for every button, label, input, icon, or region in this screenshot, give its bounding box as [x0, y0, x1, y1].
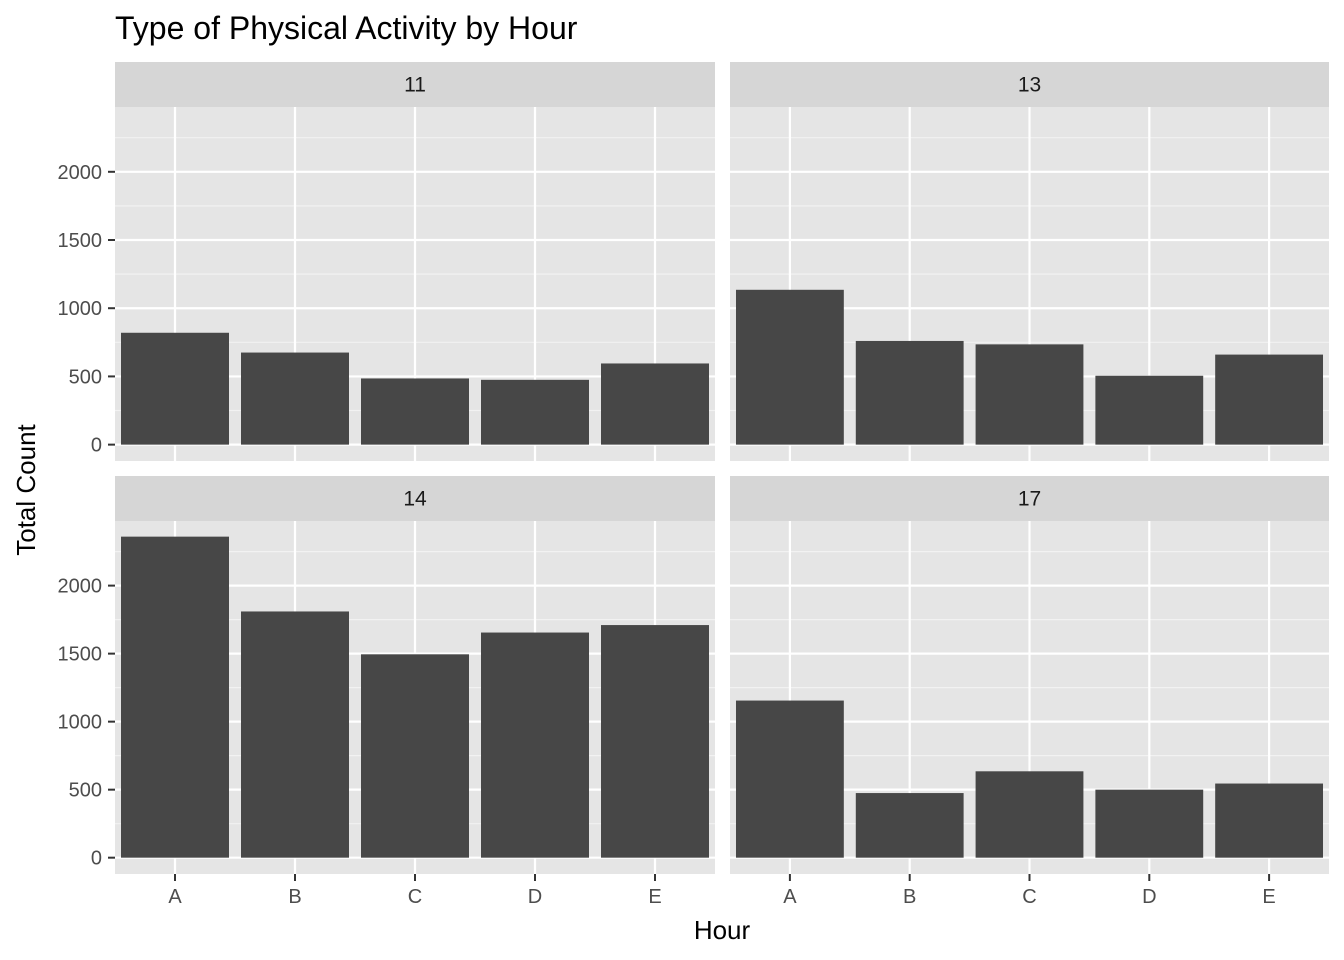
- bar-11-C: [361, 378, 469, 445]
- bar-13-C: [975, 344, 1084, 445]
- facet-strip: [730, 476, 1329, 521]
- bar-17-C: [975, 771, 1084, 858]
- bar-14-D: [481, 632, 589, 858]
- facet-strip: [730, 62, 1329, 107]
- x-tick-label: B: [288, 886, 301, 908]
- y-tick-label: 0: [91, 848, 102, 870]
- facet-panel-14: 14 0 500 1000 1500 2000 A B C D E: [58, 476, 715, 908]
- bar-17-D: [1095, 789, 1204, 858]
- chart-title: Type of Physical Activity by Hour: [115, 10, 578, 46]
- bar-11-D: [481, 379, 589, 445]
- facet-strip: [115, 62, 715, 107]
- y-tick-label: 0: [91, 435, 102, 457]
- facet-strip-label: 14: [403, 488, 427, 511]
- bar-14-E: [601, 625, 709, 858]
- y-tick-label: 1000: [58, 298, 103, 320]
- facet-strip-label: 17: [1018, 488, 1041, 511]
- bar-17-E: [1215, 783, 1324, 858]
- y-tick-label: 1000: [58, 712, 103, 734]
- bar-13-E: [1215, 354, 1324, 445]
- x-tick-label: C: [408, 886, 422, 908]
- bar-17-A: [735, 700, 844, 858]
- bar-14-C: [361, 654, 469, 858]
- x-tick-label: E: [1262, 886, 1275, 908]
- bar-14-A: [121, 536, 229, 858]
- bar-11-A: [121, 332, 229, 445]
- facet-grid: 11 0 500 1000 1500 2000 13 14 0 500 1000 1500 2000 A B…: [58, 62, 1329, 908]
- x-tick-label: E: [648, 886, 661, 908]
- bar-13-A: [735, 289, 844, 445]
- bar-11-E: [601, 363, 709, 445]
- x-tick-label: A: [168, 886, 182, 908]
- y-tick-label: 1500: [58, 644, 103, 666]
- facet-panel-17: 17 A B C D E: [730, 476, 1329, 908]
- x-tick-label: B: [903, 886, 916, 908]
- facet-strip: [115, 476, 715, 521]
- y-tick-label: 500: [69, 780, 102, 802]
- bar-13-D: [1095, 375, 1204, 445]
- bar-17-B: [855, 793, 964, 858]
- x-tick-label: C: [1022, 886, 1036, 908]
- facet-strip-label: 11: [404, 74, 426, 97]
- bar-13-B: [855, 340, 964, 445]
- facet-panel-11: 11 0 500 1000 1500 2000: [58, 62, 715, 461]
- x-axis-title: Hour: [694, 915, 751, 945]
- bar-14-B: [241, 611, 349, 858]
- y-tick-label: 1500: [58, 230, 103, 252]
- y-axis-title: Total Count: [11, 423, 41, 555]
- facet-panel-13: 13: [730, 62, 1329, 461]
- facet-strip-label: 13: [1018, 74, 1041, 97]
- x-tick-label: D: [1142, 886, 1156, 908]
- x-tick-label: A: [783, 886, 797, 908]
- bar-11-B: [241, 352, 349, 445]
- x-tick-label: D: [528, 886, 542, 908]
- y-tick-label: 2000: [58, 162, 103, 184]
- y-tick-label: 2000: [58, 576, 103, 598]
- y-tick-label: 500: [69, 366, 102, 388]
